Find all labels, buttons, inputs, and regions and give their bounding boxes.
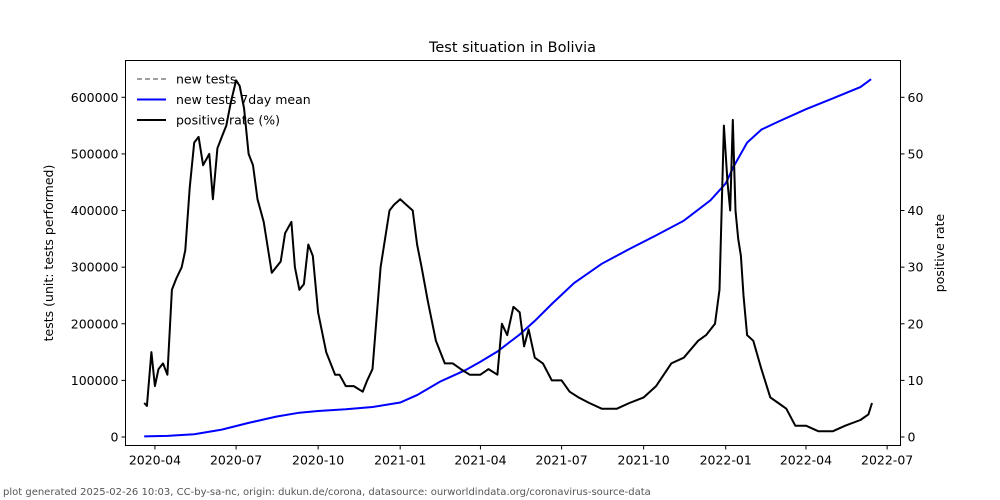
x-tick-label: 2021-10 (618, 453, 670, 468)
plot-frame (125, 60, 901, 446)
series-line-new-tests-7day-mean (144, 78, 872, 438)
y-tick-label-left: 500000 (71, 146, 119, 161)
axis-ticks: 2020-04 2020-07 2020-10 2021-01 2021-04 2021-… (71, 90, 924, 468)
y-tick-label-right: 10 (908, 373, 924, 388)
chart-title: Test situation in Bolivia (428, 40, 596, 56)
footer-credit: plot generated 2025-02-26 10:03, CC-by-s… (3, 487, 651, 498)
y-tick-label-right: 0 (908, 430, 916, 445)
x-tick-label: 2021-04 (454, 453, 506, 468)
x-tick-label: 2020-04 (129, 453, 181, 468)
y-tick-label-right: 50 (908, 146, 924, 161)
y-tick-label-left: 200000 (71, 316, 119, 331)
y-tick-label-left: 0 (111, 430, 119, 445)
x-tick-label: 2022-04 (780, 453, 832, 468)
x-tick-label: 2022-01 (700, 453, 752, 468)
y-axis-label-left: tests (unit: tests performed) (41, 165, 56, 342)
y-tick-label-left: 100000 (71, 373, 119, 388)
series-line-positive-rate (143, 79, 873, 433)
y-tick-label-right: 60 (908, 90, 924, 105)
y-tick-label-right: 40 (908, 203, 924, 218)
y-tick-label-right: 20 (908, 316, 924, 331)
plot-area (143, 78, 873, 438)
y-tick-label-left: 600000 (71, 90, 119, 105)
legend: new tests new tests 7day mean positive rat… (137, 72, 311, 128)
legend-label: positive rate (%) (176, 113, 280, 128)
y-tick-label-left: 300000 (71, 260, 119, 275)
legend-label: new tests 7day mean (176, 92, 311, 107)
x-tick-label: 2020-07 (210, 453, 262, 468)
x-tick-label: 2020-10 (292, 453, 344, 468)
x-tick-label: 2022-07 (861, 453, 913, 468)
legend-label: new tests (176, 72, 236, 87)
y-axis-label-right: positive rate (932, 214, 947, 293)
x-tick-label: 2021-07 (535, 453, 587, 468)
x-tick-label: 2021-01 (374, 453, 426, 468)
y-tick-label-left: 400000 (71, 203, 119, 218)
y-tick-label-right: 30 (908, 260, 924, 275)
